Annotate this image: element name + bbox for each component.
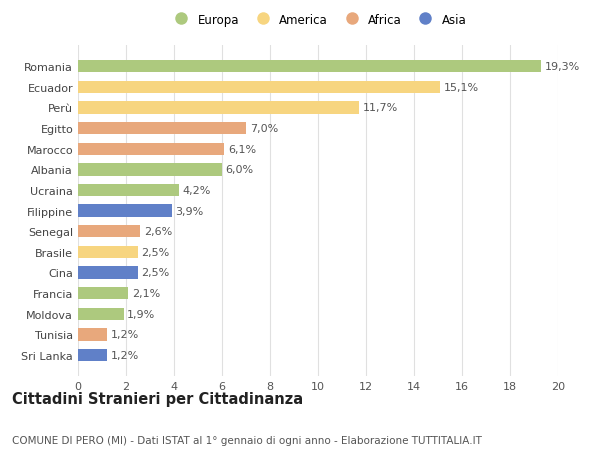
Bar bbox=[78, 164, 222, 176]
Bar bbox=[78, 143, 224, 156]
Text: 2,5%: 2,5% bbox=[142, 247, 170, 257]
Text: 2,6%: 2,6% bbox=[144, 227, 172, 237]
Bar bbox=[78, 185, 179, 197]
Text: 2,5%: 2,5% bbox=[142, 268, 170, 278]
Text: 2,1%: 2,1% bbox=[132, 288, 160, 298]
Bar bbox=[78, 205, 172, 217]
Bar bbox=[78, 329, 107, 341]
Bar bbox=[78, 82, 440, 94]
Text: COMUNE DI PERO (MI) - Dati ISTAT al 1° gennaio di ogni anno - Elaborazione TUTTI: COMUNE DI PERO (MI) - Dati ISTAT al 1° g… bbox=[12, 435, 482, 445]
Text: 1,2%: 1,2% bbox=[110, 350, 139, 360]
Text: 7,0%: 7,0% bbox=[250, 124, 278, 134]
Text: 1,2%: 1,2% bbox=[110, 330, 139, 340]
Text: 4,2%: 4,2% bbox=[182, 185, 211, 196]
Text: 15,1%: 15,1% bbox=[444, 83, 479, 93]
Bar bbox=[78, 246, 138, 258]
Text: 11,7%: 11,7% bbox=[362, 103, 398, 113]
Bar bbox=[78, 308, 124, 320]
Bar bbox=[78, 102, 359, 114]
Text: 1,9%: 1,9% bbox=[127, 309, 155, 319]
Text: 6,1%: 6,1% bbox=[228, 145, 256, 154]
Legend: Europa, America, Africa, Asia: Europa, America, Africa, Asia bbox=[164, 9, 472, 31]
Text: 3,9%: 3,9% bbox=[175, 206, 203, 216]
Bar bbox=[78, 225, 140, 238]
Bar bbox=[78, 287, 128, 300]
Text: Cittadini Stranieri per Cittadinanza: Cittadini Stranieri per Cittadinanza bbox=[12, 391, 303, 406]
Bar bbox=[78, 61, 541, 73]
Bar bbox=[78, 267, 138, 279]
Text: 19,3%: 19,3% bbox=[545, 62, 580, 72]
Text: 6,0%: 6,0% bbox=[226, 165, 254, 175]
Bar bbox=[78, 123, 246, 135]
Bar bbox=[78, 349, 107, 361]
